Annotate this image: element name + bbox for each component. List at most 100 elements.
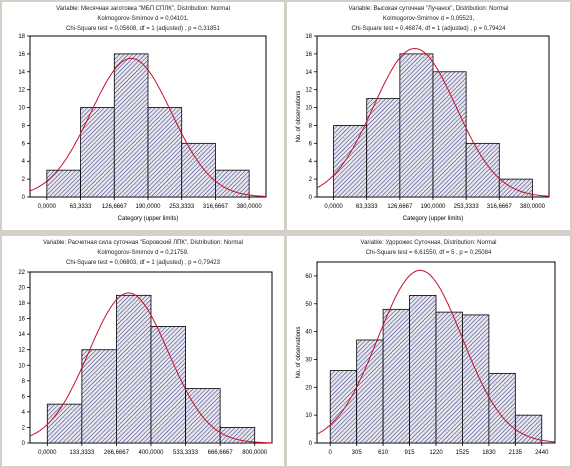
y-tick-label: 6 bbox=[309, 141, 313, 147]
x-tick-label: 266,6667 bbox=[104, 450, 130, 456]
stats-line-1: Kolmogorov-Smirnov d = 0,21759, bbox=[97, 250, 189, 256]
stats-line-1: Kolmogorov-Smirnov d = 0,04101, bbox=[97, 16, 189, 22]
histogram-bar bbox=[329, 370, 358, 444]
histogram-bar bbox=[514, 414, 543, 444]
histogram-bar bbox=[150, 326, 186, 444]
x-tick-label: 126,6667 bbox=[102, 204, 128, 210]
y-tick-label: 8 bbox=[22, 123, 26, 129]
histogram-bar bbox=[116, 294, 152, 444]
y-tick-label: 18 bbox=[305, 34, 312, 40]
x-tick-label: 0,0000 bbox=[38, 204, 57, 210]
y-tick-label: 4 bbox=[22, 410, 26, 416]
normal-fit-curve bbox=[29, 292, 272, 444]
x-tick-label: 63,3333 bbox=[70, 204, 92, 210]
x-tick-label: 133,3333 bbox=[69, 450, 95, 456]
histogram-bar bbox=[435, 311, 463, 444]
histogram-bar bbox=[488, 372, 516, 444]
histogram-bar bbox=[113, 53, 149, 198]
y-tick-label: 40 bbox=[305, 330, 312, 336]
x-tick-label: 2440 bbox=[535, 450, 549, 456]
x-tick-label: 915 bbox=[405, 450, 416, 456]
histogram-bar bbox=[147, 107, 183, 198]
x-tick-label: 190,0000 bbox=[135, 204, 161, 210]
histogram-bar bbox=[498, 178, 533, 198]
x-tick-label: 1830 bbox=[482, 450, 496, 456]
chart-panel-bottom-left: Variable: Расчетная сила суточная "Боров… bbox=[2, 236, 284, 466]
y-tick-label: 2 bbox=[22, 425, 26, 431]
y-tick-label: 18 bbox=[18, 34, 25, 40]
histogram-bar bbox=[81, 349, 117, 444]
y-axis-label: No. of observations bbox=[296, 327, 302, 379]
y-tick-label: 8 bbox=[22, 379, 26, 385]
y-tick-label: 16 bbox=[305, 52, 312, 58]
x-tick-label: 1525 bbox=[456, 450, 470, 456]
x-tick-label: 190,0000 bbox=[420, 204, 446, 210]
y-tick-label: 16 bbox=[18, 52, 25, 58]
chart-title: Variable: Месячная заготовка "МБП СПЛК",… bbox=[56, 6, 230, 12]
chart-header: Variable: Месячная заготовка "МБП СПЛК",… bbox=[2, 4, 284, 34]
y-tick-label: 4 bbox=[22, 159, 26, 165]
histogram-bar bbox=[219, 427, 256, 444]
chart-panel-top-right: Variable: Высокая суточная "Лучанск", Di… bbox=[287, 2, 570, 230]
y-tick-label: 20 bbox=[305, 385, 312, 391]
histogram-bar bbox=[181, 142, 216, 198]
histogram-bar bbox=[465, 142, 500, 198]
y-tick-label: 0 bbox=[309, 195, 313, 201]
y-tick-label: 6 bbox=[22, 141, 26, 147]
histogram-svg: 0 2 4 6 8 10 12 14 16 18 0,0000 63,3333 126,6667 190,… bbox=[18, 34, 267, 222]
y-tick-label: 20 bbox=[18, 286, 25, 292]
normal-fit-curve bbox=[316, 47, 549, 197]
y-axis-label: No. of observations bbox=[296, 91, 302, 143]
y-tick-label: 10 bbox=[305, 106, 312, 112]
chart-panel-bottom-right: Variable: Удорожес Суточная, Distributio… bbox=[287, 236, 570, 466]
x-tick-label: 610 bbox=[378, 450, 389, 456]
chart-panel-top-left: Variable: Месячная заготовка "МБП СПЛК",… bbox=[2, 2, 284, 230]
y-tick-label: 16 bbox=[18, 317, 25, 323]
x-tick-label: 400,0000 bbox=[138, 450, 164, 456]
stats-line-1: Kolmogorov-Smirnov d = 0,05523, bbox=[382, 16, 475, 22]
y-tick-label: 10 bbox=[305, 413, 312, 419]
x-tick-label: 800,0000 bbox=[242, 450, 268, 456]
histogram-bar bbox=[356, 339, 384, 444]
histogram-svg: 0 2 4 6 8 10 12 14 16 18 0,0000 63,3333 126,6667 190,… bbox=[296, 34, 550, 222]
x-tick-label: 0,0000 bbox=[324, 204, 343, 210]
x-tick-label: 316,6667 bbox=[203, 204, 229, 210]
x-tick-label: 380,0000 bbox=[520, 204, 546, 210]
y-tick-label: 6 bbox=[22, 394, 26, 400]
histogram-bar bbox=[80, 107, 115, 198]
y-tick-label: 4 bbox=[309, 159, 313, 165]
histogram-bar bbox=[432, 71, 467, 198]
histogram-bar bbox=[366, 98, 401, 198]
stats-line-1: Chi-Square test = 6,61550, df = 5 , p = … bbox=[365, 250, 492, 256]
histogram-bar bbox=[46, 169, 81, 198]
x-tick-label: 63,3333 bbox=[356, 204, 378, 210]
x-tick-label: 305 bbox=[352, 450, 363, 456]
x-axis-label: Category (upper limits) bbox=[118, 216, 179, 222]
y-tick-label: 14 bbox=[18, 332, 25, 338]
chart-header: Variable: Высокая суточная "Лучанск", Di… bbox=[287, 4, 570, 34]
x-axis-label: Category (upper limits) bbox=[403, 216, 464, 222]
stats-line-2: Chi-Square test = 0,06803, df = 1 (adjus… bbox=[66, 260, 220, 266]
stats-line-2: Chi-Square test = 0,05608, df = 1 (adjus… bbox=[66, 26, 220, 32]
x-tick-label: 253,3333 bbox=[454, 204, 480, 210]
y-tick-label: 22 bbox=[18, 270, 25, 276]
histogram-bar bbox=[333, 125, 368, 198]
y-tick-label: 12 bbox=[18, 88, 25, 94]
y-tick-label: 30 bbox=[305, 357, 312, 363]
y-tick-label: 2 bbox=[309, 177, 313, 183]
normal-fit-curve bbox=[316, 269, 556, 443]
x-tick-label: 316,6667 bbox=[487, 204, 513, 210]
y-tick-label: 14 bbox=[305, 70, 312, 76]
stats-line-2: Chi-Square test = 0,46874, df = 1 (adjus… bbox=[351, 26, 506, 32]
y-tick-label: 8 bbox=[309, 123, 313, 129]
histogram-svg: 0 10 20 30 40 50 60 0 305 610 915 1220 1525 1830 2135 2… bbox=[296, 261, 556, 456]
y-tick-label: 2 bbox=[22, 177, 26, 183]
chart-title: Variable: Удорожес Суточная, Distributio… bbox=[360, 240, 497, 246]
y-tick-label: 50 bbox=[305, 302, 312, 308]
histogram-bar bbox=[185, 388, 221, 444]
histogram-bar bbox=[46, 403, 83, 444]
normal-fit-curve bbox=[29, 57, 267, 197]
histogram-svg: 0 2 4 6 8 10 12 14 16 18 20 22 0,0000 133,3333 266,666… bbox=[18, 270, 273, 456]
x-tick-label: 253,3333 bbox=[169, 204, 195, 210]
x-tick-label: 2135 bbox=[509, 450, 523, 456]
